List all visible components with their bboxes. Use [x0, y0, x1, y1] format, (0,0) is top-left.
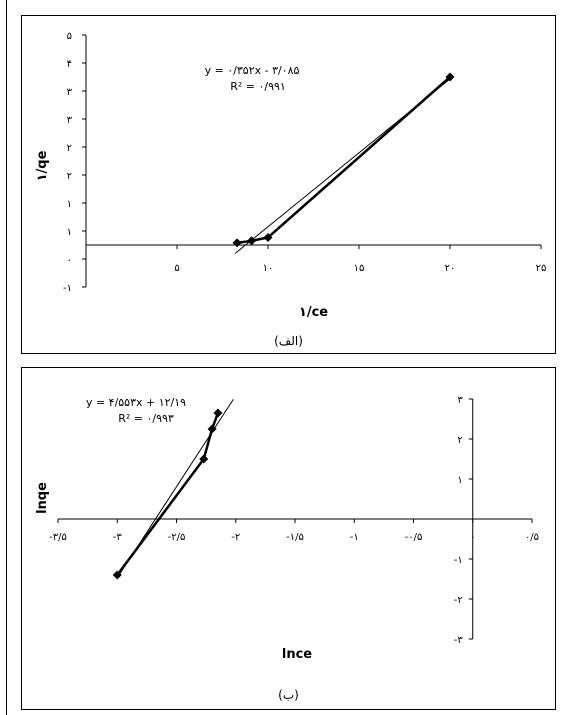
x-axis-label: lnce [282, 647, 312, 662]
y-tick-label: ۳ [67, 87, 73, 98]
y-tick-label: ۲ [67, 143, 72, 154]
x-tick-label: ۱۵ [354, 263, 365, 274]
r-squared-label: R² = ۰/۹۹۱ [230, 80, 286, 93]
x-tick-label: ۵ [174, 263, 179, 274]
x-tick-label: -۳ [113, 532, 123, 543]
x-tick-label: -۱/۵ [286, 532, 304, 543]
r-squared-label: R² = ۰/۹۹۳ [118, 412, 174, 425]
left-border-line [6, 0, 7, 715]
y-tick-label: -۲ [454, 595, 463, 606]
x-axis-label: ۱/ce [299, 305, 328, 320]
x-tick-label: -۳/۵ [49, 532, 67, 543]
trendline-equation: y = ۰/۳۵۲x - ۳/۰۸۵ [205, 64, 300, 77]
y-tick-label: -۳ [454, 635, 464, 646]
chart-panel-a: -۱ ۰ ۱ ۱ ۲ ۲ ۳ ۳ ۴ ۵ ۵ ۱۰ ۱۵ ۲۰ ۲۵ ۱/ce ۱/qe y = ۰/۳۵۲x -… [21, 15, 556, 354]
x-tick-label: ۰ [470, 532, 475, 543]
y-axis-label: ۱/qe [35, 150, 50, 181]
y-tick-label: ۴ [67, 59, 72, 70]
x-tick-label: -۰/۵ [405, 532, 423, 543]
y-tick-label: ۵ [67, 31, 72, 42]
y-tick-label: ۳ [67, 115, 73, 126]
series-line [236, 76, 451, 245]
x-tick-label: -۲/۵ [168, 532, 186, 543]
x-tick-label: ۲۵ [536, 263, 547, 274]
data-point [263, 232, 273, 242]
chart-a-svg: -۱ ۰ ۱ ۱ ۲ ۲ ۳ ۳ ۴ ۵ ۵ ۱۰ ۱۵ ۲۰ ۲۵ ۱/ce ۱/qe y = ۰/۳۵۲x -… [35, 31, 547, 320]
data-point [213, 408, 223, 418]
y-tick-label: ۲ [67, 171, 72, 182]
y-tick-label: ۲ [457, 435, 462, 446]
x-tick-label: ۲۰ [445, 263, 456, 274]
y-tick-label: ۱ [67, 199, 72, 210]
data-point [445, 72, 455, 82]
x-tick-label: ۰/۵ [525, 532, 539, 543]
data-point [207, 424, 217, 434]
x-tick-label: -۱ [350, 532, 359, 543]
data-point [247, 236, 257, 246]
y-tick-label: ۰ [67, 255, 72, 266]
data-point [232, 238, 242, 248]
trendline-equation: y = ۴/۵۵۳x + ۱۲/۱۹ [86, 396, 186, 409]
y-tick-label: -۱ [63, 283, 72, 294]
y-axis-label: lnqe [35, 482, 50, 514]
data-point [199, 454, 209, 464]
y-tick-label: ۱ [457, 475, 462, 486]
y-tick-label: -۱ [454, 555, 463, 566]
x-tick-label: -۲ [231, 532, 240, 543]
chart-b-svg: -۳/۵ -۳ -۲/۵ -۲ -۱/۵ -۱ -۰/۵ ۰ ۰/۵ -۳ -۲ -۱ ۱ ۲ ۳ lnce l… [35, 395, 539, 662]
data-point [112, 570, 122, 580]
x-tick-label: ۱۰ [263, 263, 274, 274]
chart-panel-b: -۳/۵ -۳ -۲/۵ -۲ -۱/۵ -۱ -۰/۵ ۰ ۰/۵ -۳ -۲ -۱ ۱ ۲ ۳ lnce l… [21, 367, 556, 710]
chart-b-caption: (ب) [278, 688, 299, 702]
series-line [116, 412, 220, 576]
y-tick-label: ۱ [67, 227, 72, 238]
y-tick-label: ۳ [457, 395, 463, 406]
chart-a-caption: (الف) [274, 334, 303, 348]
